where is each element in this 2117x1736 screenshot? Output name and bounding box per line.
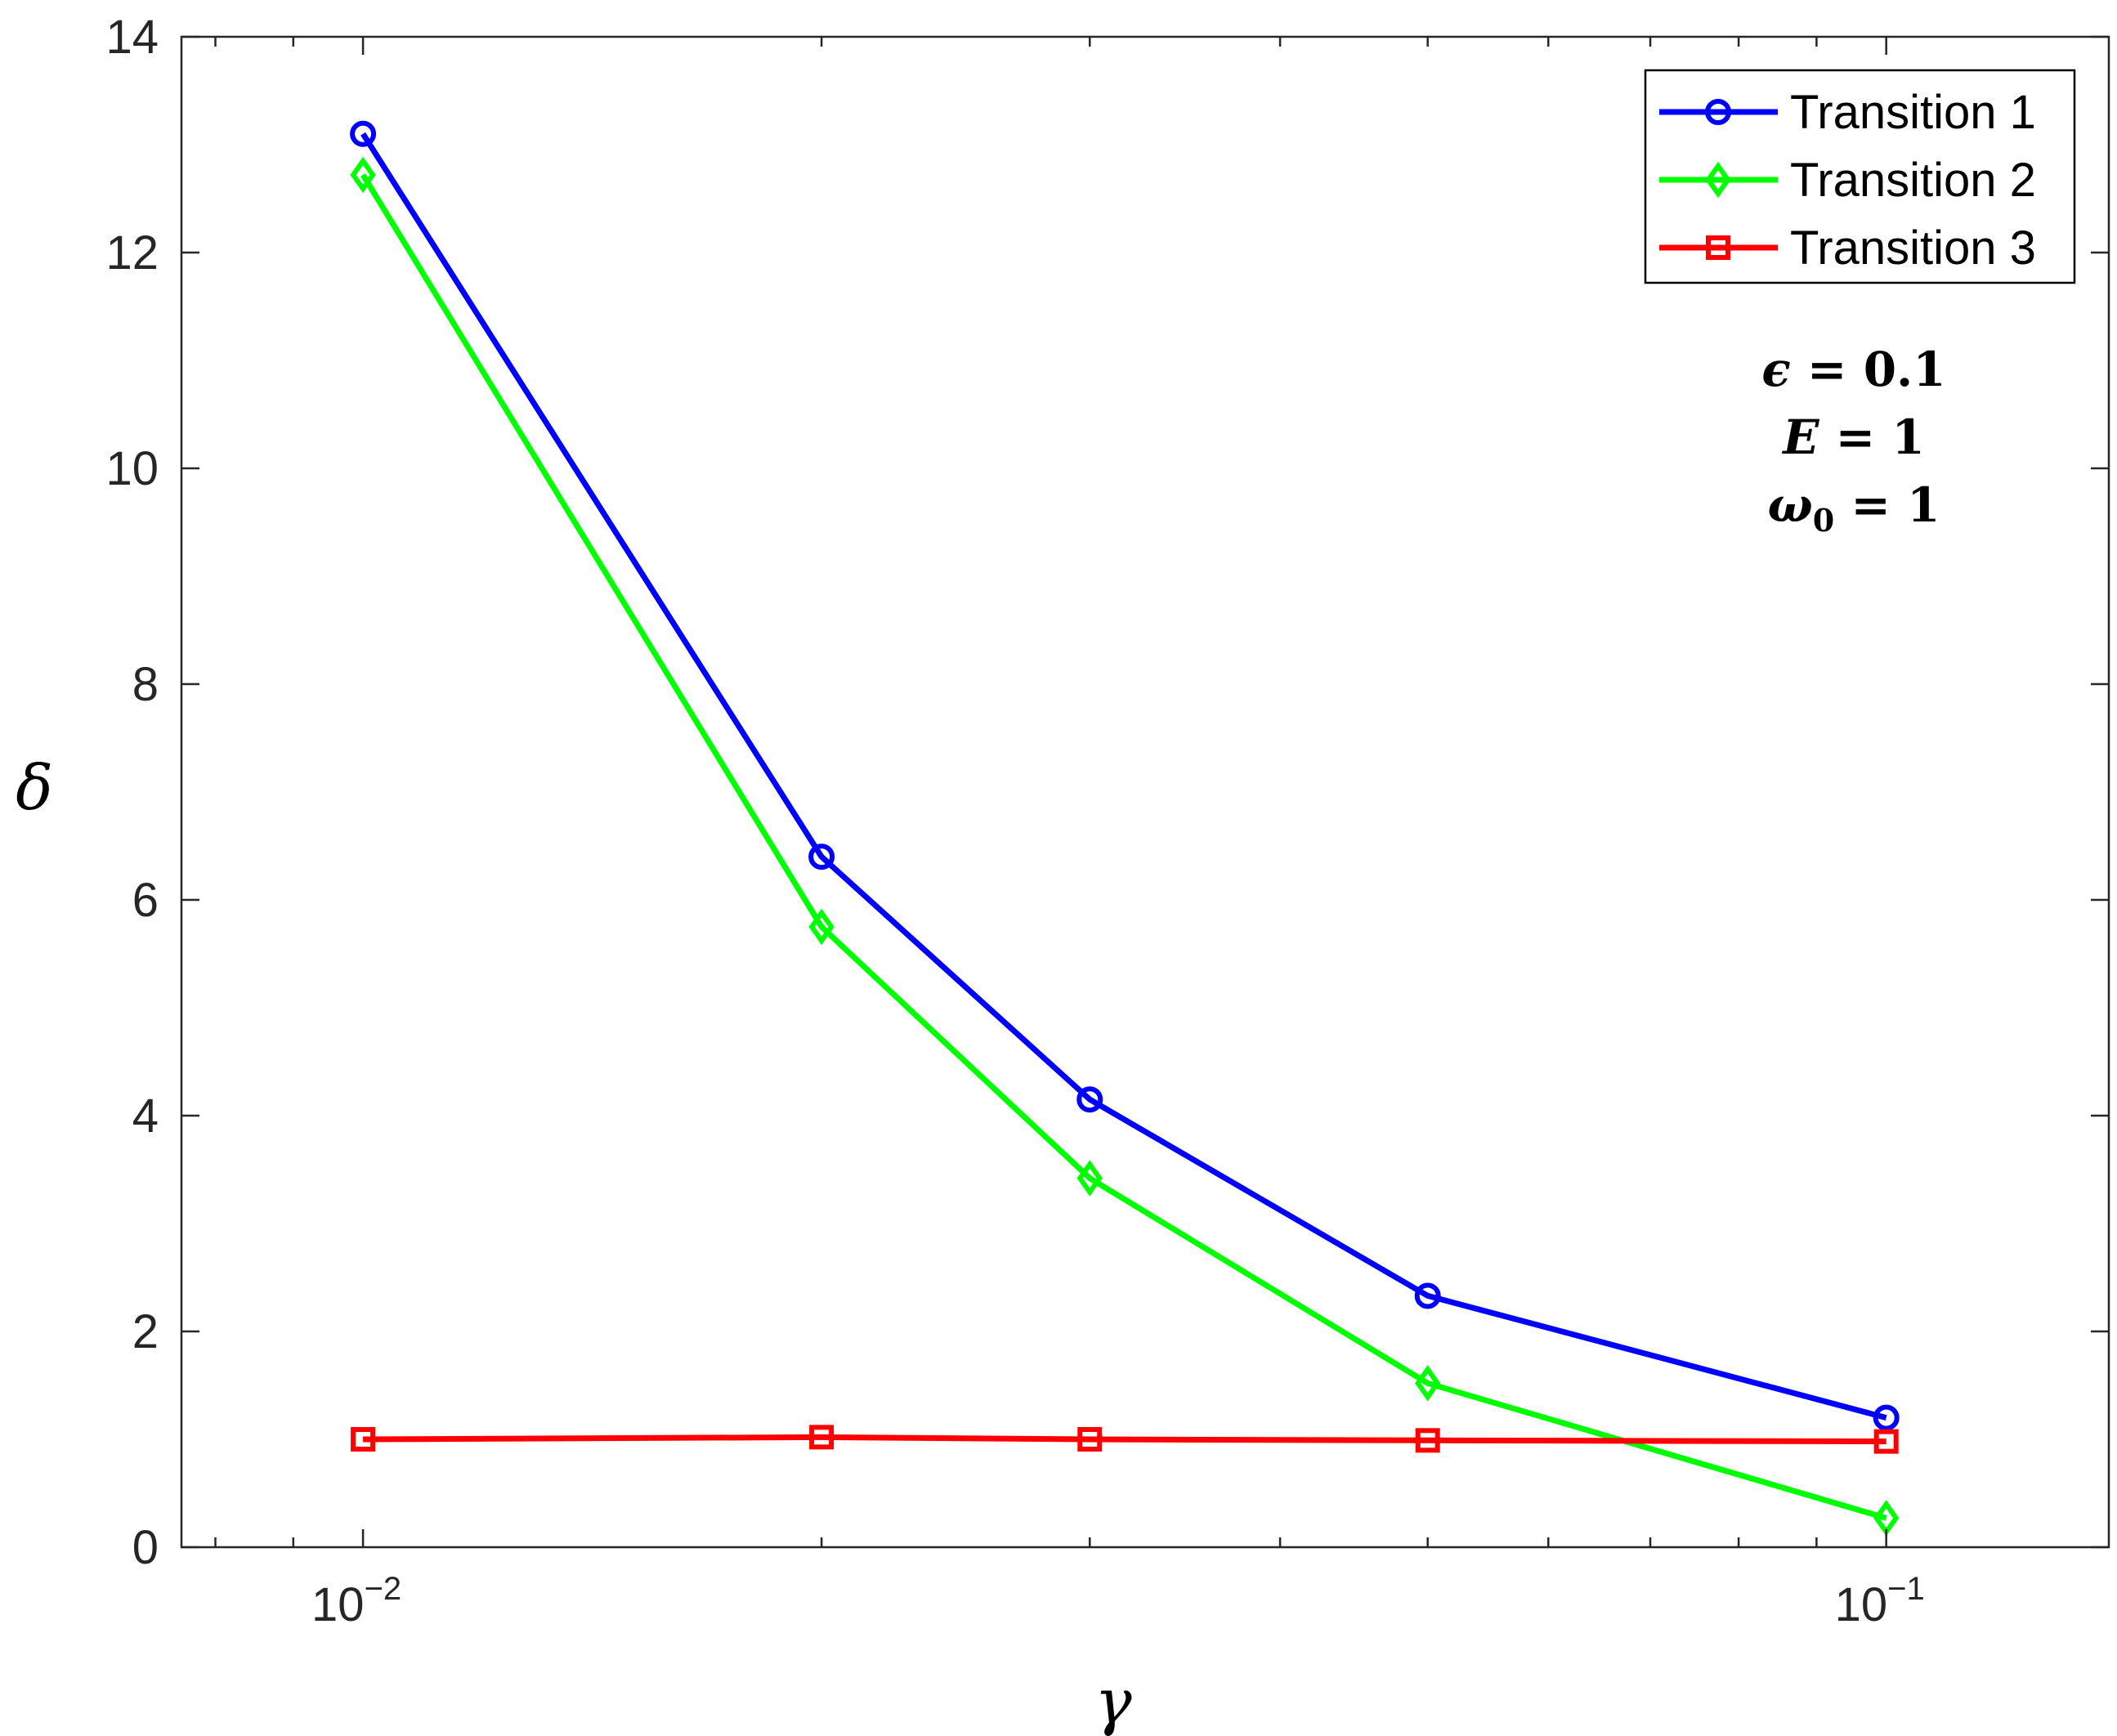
x-tick-label-base: 10 (311, 1578, 365, 1631)
series-1 (350, 120, 1900, 1431)
series-line (360, 173, 1887, 1521)
annotation-epsilon: ϵ = 0.1 (1761, 342, 1945, 397)
data-point (809, 1425, 835, 1450)
legend-item: Transition 2 (1659, 154, 2036, 207)
y-tick-label: 4 (132, 1089, 159, 1143)
series-line (363, 1434, 1887, 1445)
legend-marker (1705, 99, 1731, 125)
axes-box (180, 35, 2110, 1549)
y-tick-label: 14 (105, 11, 159, 64)
x-tick-label-exponent: −1 (1887, 1571, 1925, 1607)
x-tick-label: 10−2 (311, 1571, 401, 1631)
y-tick-label: 2 (132, 1305, 159, 1358)
data-point (1076, 1160, 1103, 1197)
data-point (1873, 1404, 1900, 1431)
y-tick-label: 8 (132, 658, 159, 711)
data-point (1415, 1428, 1440, 1453)
data-point (1077, 1427, 1103, 1452)
y-tick-label: 10 (105, 442, 159, 495)
legend-items: Transition 1 Transition 2 Transition 3 (1659, 86, 2036, 275)
data-point (350, 156, 376, 194)
y-tick-label: 0 (132, 1521, 159, 1574)
legend-item: Transition 3 (1659, 221, 2036, 275)
parameter-annotation: ϵ = 0.1 E = 1 ω0 = 1 (1761, 342, 1945, 539)
annotation-omega: ω0 = 1 (1767, 477, 1940, 539)
x-axis-label: γ (1094, 1665, 1132, 1736)
x-axis-ticks: 10−2 10−1 (214, 37, 1925, 1631)
legend-label: Transition 3 (1790, 221, 2036, 275)
legend-marker (1706, 235, 1730, 260)
data-point (808, 843, 835, 870)
x-tick-label-base: 10 (1835, 1578, 1888, 1631)
series-line (360, 132, 1887, 1421)
data-point (351, 1427, 376, 1452)
x-tick-label: 10−1 (1835, 1571, 1925, 1631)
data-point (808, 908, 835, 946)
annotation-E: E = 1 (1781, 409, 1925, 465)
y-tick-label: 12 (105, 226, 159, 280)
data-point (1076, 1086, 1103, 1113)
y-tick-label: 6 (132, 874, 159, 927)
data-point (1414, 1282, 1441, 1309)
x-tick-label-exponent: −2 (365, 1571, 402, 1607)
legend-item: Transition 1 (1659, 86, 2036, 139)
legend-marker (1705, 161, 1731, 199)
legend-label: Transition 1 (1790, 86, 2036, 139)
plot-area (180, 35, 2110, 1549)
legend-label: Transition 2 (1790, 154, 2036, 207)
y-axis-ticks: 0 2 4 6 8 10 12 14 (105, 11, 2109, 1574)
series-3 (351, 1425, 1899, 1454)
data-point (1415, 1365, 1441, 1402)
data-point (350, 120, 377, 147)
data-point (1873, 1429, 1899, 1454)
legend: Transition 1 Transition 2 Transition 3 (1644, 69, 2076, 284)
y-axis-label: δ (16, 751, 53, 824)
